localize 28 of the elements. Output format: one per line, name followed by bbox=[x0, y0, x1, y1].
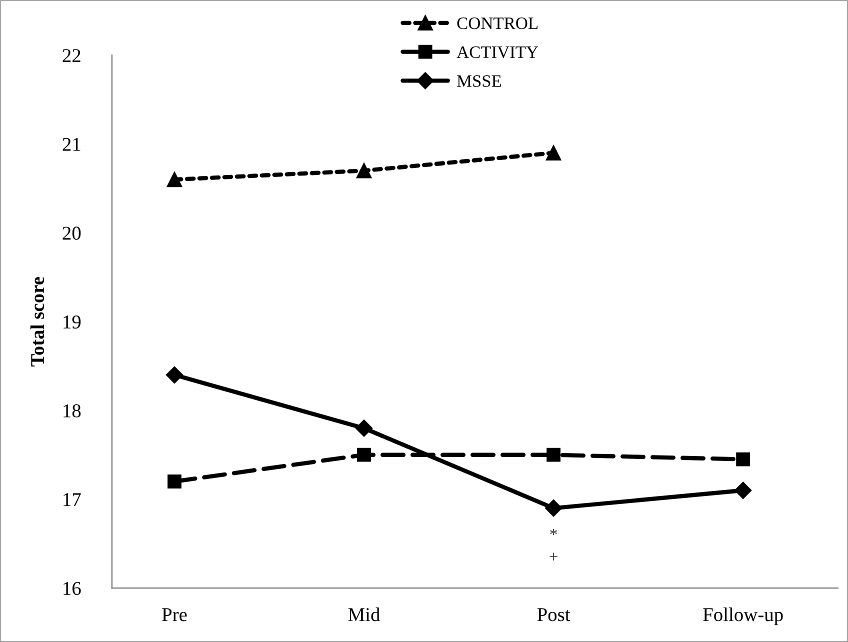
point bbox=[736, 452, 750, 466]
point bbox=[356, 163, 372, 178]
legend-label: ACTIVITY bbox=[456, 46, 538, 58]
point bbox=[355, 420, 373, 437]
y-tick-label: 17 bbox=[64, 493, 81, 506]
point bbox=[168, 474, 182, 488]
annotation: * bbox=[550, 529, 557, 536]
x-tick-label: Follow-up bbox=[703, 608, 783, 626]
x-tick-label: Pre bbox=[162, 608, 187, 622]
x-tick-label: Mid bbox=[348, 608, 380, 622]
y-tick-label: 20 bbox=[62, 226, 81, 240]
x-tick-label: Post bbox=[537, 608, 570, 622]
legend-label: MSSE bbox=[457, 75, 502, 87]
y-tick-label: 19 bbox=[64, 316, 81, 329]
point bbox=[166, 172, 182, 188]
point bbox=[166, 366, 184, 384]
point bbox=[734, 482, 752, 499]
legend-label: CONTROL bbox=[457, 17, 538, 30]
y-tick-label: 21 bbox=[62, 138, 80, 151]
point bbox=[546, 448, 560, 462]
point bbox=[546, 145, 562, 161]
annotation: + bbox=[550, 552, 558, 560]
y-tick-label: 22 bbox=[62, 49, 80, 62]
y-tick-label: 16 bbox=[64, 582, 81, 596]
y-tick-label: 18 bbox=[64, 404, 81, 418]
y-axis-title: Total score bbox=[30, 277, 44, 366]
point bbox=[544, 500, 562, 517]
point bbox=[357, 448, 371, 462]
